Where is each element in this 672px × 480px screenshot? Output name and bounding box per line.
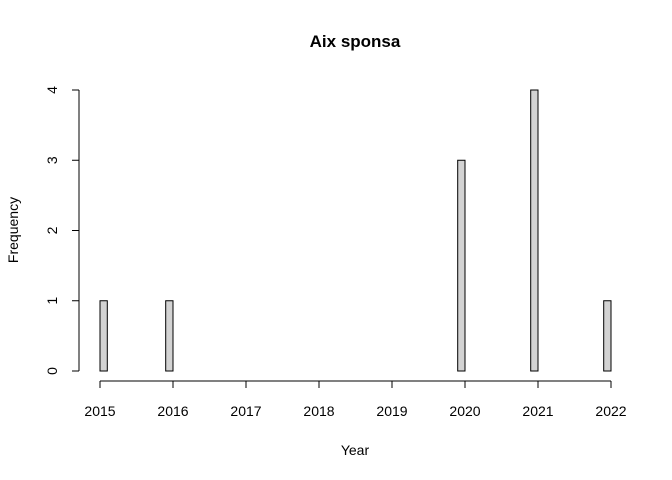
histogram-bar	[457, 159, 466, 372]
histogram-bar	[530, 89, 539, 372]
y-tick-label: 2	[44, 226, 60, 234]
histogram-bar	[603, 300, 612, 372]
chart-title: Aix sponsa	[310, 32, 401, 51]
x-tick-label: 2016	[157, 403, 188, 419]
x-tick-label: 2015	[84, 403, 115, 419]
y-axis: 0 1 2 3 4	[44, 86, 80, 375]
x-axis-label: Year	[341, 442, 370, 458]
x-tick-label: 2018	[303, 403, 334, 419]
y-tick-label: 3	[44, 156, 60, 164]
histogram-bar	[165, 300, 174, 372]
x-tick-label: 2017	[230, 403, 261, 419]
x-tick-label: 2019	[376, 403, 407, 419]
y-tick-label: 4	[44, 86, 60, 94]
x-tick-label: 2021	[522, 403, 553, 419]
x-tick-label: 2020	[449, 403, 480, 419]
y-tick-label: 1	[44, 297, 60, 305]
x-axis: 2015 2016 2017 2018 2019 2020 2021 2022	[84, 380, 627, 419]
y-tick-label: 0	[44, 367, 60, 375]
bars-group	[99, 89, 612, 372]
y-axis-label: Frequency	[5, 197, 21, 263]
histogram-bar	[99, 300, 108, 372]
x-tick-label: 2022	[595, 403, 626, 419]
